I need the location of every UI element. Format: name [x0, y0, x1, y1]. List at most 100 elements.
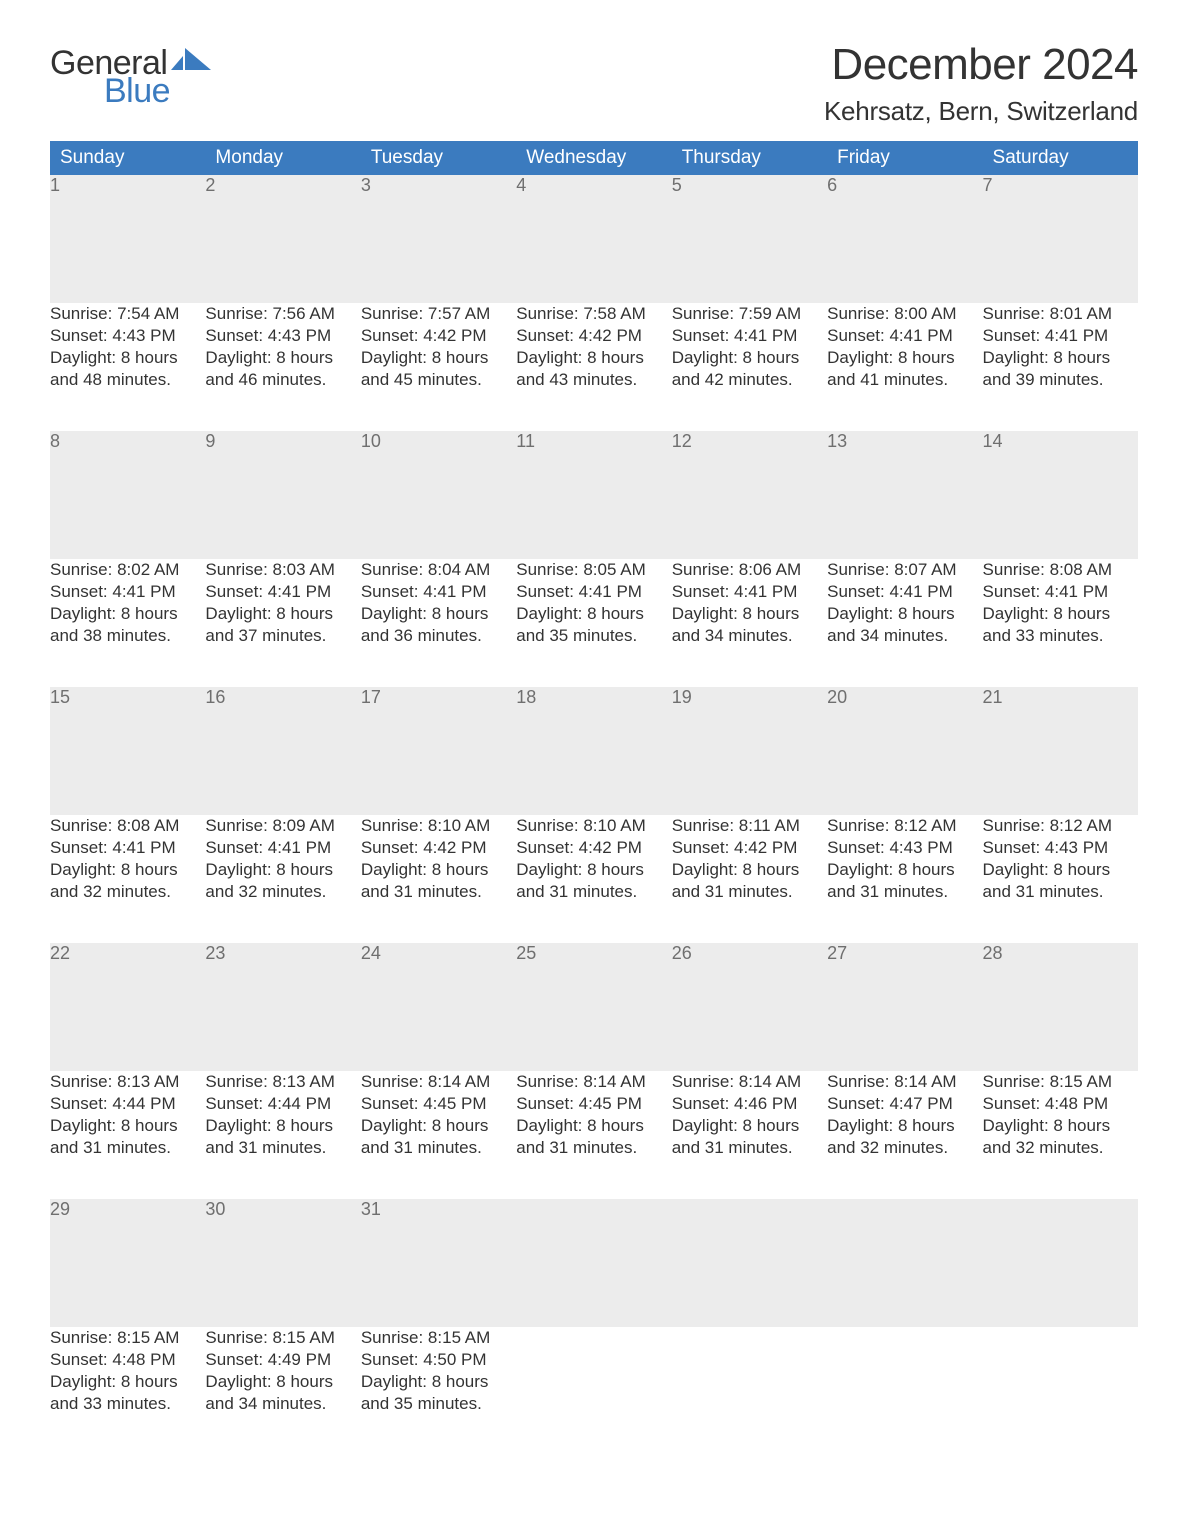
- day-cell: Sunrise: 8:06 AMSunset: 4:41 PMDaylight:…: [672, 559, 827, 687]
- day-cell: Sunrise: 8:05 AMSunset: 4:41 PMDaylight:…: [516, 559, 671, 687]
- sunset-text: Sunset: 4:49 PM: [205, 1349, 360, 1371]
- daylight-line1: Daylight: 8 hours: [983, 859, 1138, 881]
- day-number: [983, 1199, 1138, 1327]
- day-number: 6: [827, 175, 982, 303]
- weekday-header-row: Sunday Monday Tuesday Wednesday Thursday…: [50, 141, 1138, 175]
- sunset-text: Sunset: 4:45 PM: [516, 1093, 671, 1115]
- daylight-line1: Daylight: 8 hours: [827, 603, 982, 625]
- sunset-text: Sunset: 4:41 PM: [983, 325, 1138, 347]
- day-cell: Sunrise: 8:13 AMSunset: 4:44 PMDaylight:…: [50, 1071, 205, 1199]
- day-number: 20: [827, 687, 982, 815]
- day-cell: Sunrise: 8:12 AMSunset: 4:43 PMDaylight:…: [827, 815, 982, 943]
- sunset-text: Sunset: 4:42 PM: [516, 837, 671, 859]
- day-cell: Sunrise: 8:11 AMSunset: 4:42 PMDaylight:…: [672, 815, 827, 943]
- daylight-line1: Daylight: 8 hours: [205, 1115, 360, 1137]
- weekday-header: Monday: [205, 141, 360, 175]
- sunrise-text: Sunrise: 8:03 AM: [205, 559, 360, 581]
- calendar-table: Sunday Monday Tuesday Wednesday Thursday…: [50, 141, 1138, 1455]
- daylight-line2: and 32 minutes.: [205, 881, 360, 903]
- day-number: 9: [205, 431, 360, 559]
- daylight-line2: and 31 minutes.: [672, 881, 827, 903]
- daylight-line1: Daylight: 8 hours: [983, 603, 1138, 625]
- sunset-text: Sunset: 4:41 PM: [361, 581, 516, 603]
- daylight-line2: and 43 minutes.: [516, 369, 671, 391]
- day-number: 29: [50, 1199, 205, 1327]
- day-cell: Sunrise: 8:00 AMSunset: 4:41 PMDaylight:…: [827, 303, 982, 431]
- sunset-text: Sunset: 4:44 PM: [205, 1093, 360, 1115]
- day-cell: Sunrise: 8:14 AMSunset: 4:45 PMDaylight:…: [361, 1071, 516, 1199]
- daylight-line1: Daylight: 8 hours: [672, 347, 827, 369]
- daylight-line1: Daylight: 8 hours: [205, 859, 360, 881]
- daylight-line2: and 31 minutes.: [516, 1137, 671, 1159]
- sunrise-text: Sunrise: 8:13 AM: [205, 1071, 360, 1093]
- day-number: 27: [827, 943, 982, 1071]
- sunrise-text: Sunrise: 8:08 AM: [50, 815, 205, 837]
- day-cell: Sunrise: 8:08 AMSunset: 4:41 PMDaylight:…: [983, 559, 1138, 687]
- location-subtitle: Kehrsatz, Bern, Switzerland: [824, 96, 1138, 127]
- sunset-text: Sunset: 4:45 PM: [361, 1093, 516, 1115]
- sunrise-text: Sunrise: 8:10 AM: [361, 815, 516, 837]
- day-number: 26: [672, 943, 827, 1071]
- day-number: 4: [516, 175, 671, 303]
- daylight-line1: Daylight: 8 hours: [50, 347, 205, 369]
- day-cell: Sunrise: 8:14 AMSunset: 4:47 PMDaylight:…: [827, 1071, 982, 1199]
- day-cell: Sunrise: 7:57 AMSunset: 4:42 PMDaylight:…: [361, 303, 516, 431]
- day-cell: [827, 1327, 982, 1455]
- brand-word-blue: Blue: [104, 74, 215, 108]
- day-cell: Sunrise: 8:15 AMSunset: 4:48 PMDaylight:…: [50, 1327, 205, 1455]
- sunrise-text: Sunrise: 8:08 AM: [983, 559, 1138, 581]
- day-number: 25: [516, 943, 671, 1071]
- sunrise-text: Sunrise: 7:54 AM: [50, 303, 205, 325]
- daylight-line1: Daylight: 8 hours: [672, 859, 827, 881]
- daylight-line2: and 31 minutes.: [672, 1137, 827, 1159]
- daylight-line1: Daylight: 8 hours: [205, 347, 360, 369]
- sunrise-text: Sunrise: 8:10 AM: [516, 815, 671, 837]
- daylight-line2: and 34 minutes.: [205, 1393, 360, 1415]
- daylight-line2: and 37 minutes.: [205, 625, 360, 647]
- day-number: 19: [672, 687, 827, 815]
- day-cell: Sunrise: 7:59 AMSunset: 4:41 PMDaylight:…: [672, 303, 827, 431]
- sunrise-text: Sunrise: 8:14 AM: [672, 1071, 827, 1093]
- day-cell: Sunrise: 8:09 AMSunset: 4:41 PMDaylight:…: [205, 815, 360, 943]
- day-cell: Sunrise: 8:12 AMSunset: 4:43 PMDaylight:…: [983, 815, 1138, 943]
- sunset-text: Sunset: 4:41 PM: [516, 581, 671, 603]
- daylight-line2: and 46 minutes.: [205, 369, 360, 391]
- sunset-text: Sunset: 4:48 PM: [50, 1349, 205, 1371]
- daylight-line1: Daylight: 8 hours: [361, 1115, 516, 1137]
- daylight-line1: Daylight: 8 hours: [50, 1115, 205, 1137]
- day-number: 14: [983, 431, 1138, 559]
- day-cell: Sunrise: 8:02 AMSunset: 4:41 PMDaylight:…: [50, 559, 205, 687]
- sunrise-text: Sunrise: 8:14 AM: [516, 1071, 671, 1093]
- sunset-text: Sunset: 4:48 PM: [983, 1093, 1138, 1115]
- day-number: 7: [983, 175, 1138, 303]
- brand-logo: General Blue: [50, 40, 215, 108]
- sunset-text: Sunset: 4:41 PM: [50, 837, 205, 859]
- header-row: General Blue December 2024 Kehrsatz, Ber…: [50, 40, 1138, 127]
- sunrise-text: Sunrise: 7:59 AM: [672, 303, 827, 325]
- day-number: 18: [516, 687, 671, 815]
- sunrise-text: Sunrise: 8:15 AM: [361, 1327, 516, 1349]
- daylight-line1: Daylight: 8 hours: [827, 1115, 982, 1137]
- daylight-line2: and 31 minutes.: [361, 881, 516, 903]
- daylight-line2: and 36 minutes.: [361, 625, 516, 647]
- daylight-line1: Daylight: 8 hours: [672, 1115, 827, 1137]
- daylight-line1: Daylight: 8 hours: [983, 347, 1138, 369]
- sunset-text: Sunset: 4:41 PM: [672, 325, 827, 347]
- day-number: 17: [361, 687, 516, 815]
- daylight-line2: and 35 minutes.: [516, 625, 671, 647]
- sunset-text: Sunset: 4:41 PM: [50, 581, 205, 603]
- daylight-line2: and 39 minutes.: [983, 369, 1138, 391]
- day-cell: Sunrise: 8:08 AMSunset: 4:41 PMDaylight:…: [50, 815, 205, 943]
- day-number: 23: [205, 943, 360, 1071]
- title-block: December 2024 Kehrsatz, Bern, Switzerlan…: [824, 40, 1138, 127]
- day-cell: Sunrise: 8:13 AMSunset: 4:44 PMDaylight:…: [205, 1071, 360, 1199]
- day-cell: Sunrise: 8:10 AMSunset: 4:42 PMDaylight:…: [361, 815, 516, 943]
- sunset-text: Sunset: 4:46 PM: [672, 1093, 827, 1115]
- day-data-row: Sunrise: 7:54 AMSunset: 4:43 PMDaylight:…: [50, 303, 1138, 431]
- sunrise-text: Sunrise: 8:04 AM: [361, 559, 516, 581]
- day-number: 2: [205, 175, 360, 303]
- day-number: 16: [205, 687, 360, 815]
- daylight-line1: Daylight: 8 hours: [205, 603, 360, 625]
- day-cell: Sunrise: 8:15 AMSunset: 4:50 PMDaylight:…: [361, 1327, 516, 1455]
- day-number: 10: [361, 431, 516, 559]
